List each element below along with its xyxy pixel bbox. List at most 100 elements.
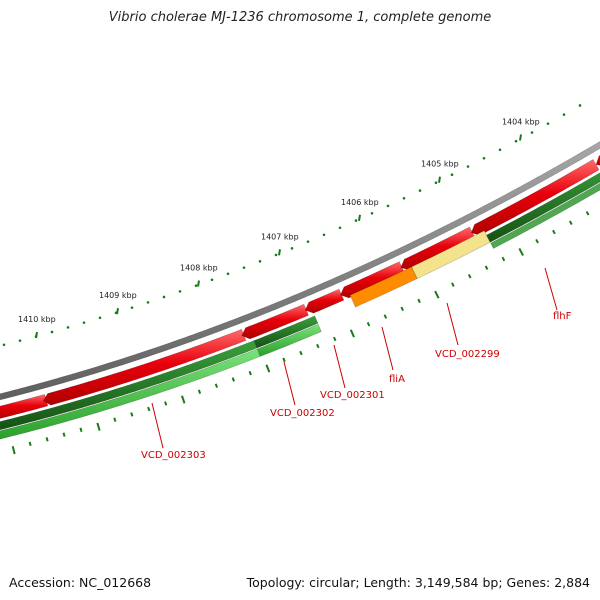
outer-scale-dot bbox=[274, 253, 278, 257]
gene-label-1: VCD_002299 bbox=[435, 349, 500, 360]
outer-scale-dot bbox=[466, 165, 470, 168]
outer-scale-dot bbox=[418, 189, 422, 192]
scale-label: 1410 kbp bbox=[18, 315, 56, 324]
gene-label-5: VCD_002303 bbox=[141, 450, 206, 461]
inner-scale-tick bbox=[180, 395, 186, 404]
outer-scale-dot bbox=[370, 212, 374, 215]
outer-scale-dot bbox=[546, 122, 550, 125]
outer-major-tick bbox=[358, 214, 361, 221]
outer-scale-dot bbox=[18, 339, 22, 342]
cds-forward-4 bbox=[304, 288, 345, 314]
inner-scale-tick bbox=[96, 422, 101, 431]
inner-scale-tick bbox=[585, 211, 590, 216]
scale-label: 1404 kbp bbox=[502, 118, 540, 127]
inner-scale-tick bbox=[434, 290, 440, 299]
scale-label: 1409 kbp bbox=[99, 291, 137, 300]
inner-scale-tick bbox=[164, 401, 168, 406]
inner-scale-tick bbox=[501, 256, 506, 262]
outer-scale-dot bbox=[146, 301, 150, 304]
outer-scale-dot bbox=[498, 148, 502, 152]
inner-scale-tick bbox=[518, 247, 524, 256]
scale-label: 1408 kbp bbox=[180, 264, 218, 273]
gene-leader-line bbox=[381, 326, 394, 371]
outer-scale-dot bbox=[386, 204, 390, 208]
inner-scale-tick bbox=[316, 343, 320, 349]
inner-scale-tick bbox=[417, 298, 421, 304]
outer-scale-dot bbox=[242, 266, 246, 269]
inner-scale-tick bbox=[231, 377, 235, 382]
gene-flhf-light bbox=[490, 182, 600, 249]
outer-major-tick bbox=[35, 331, 38, 339]
outer-scale-dot bbox=[306, 240, 310, 243]
outer-scale-dot bbox=[178, 290, 182, 293]
gene-label-2: fliA bbox=[389, 374, 405, 385]
inner-scale-tick bbox=[62, 432, 66, 437]
outer-major-tick bbox=[519, 134, 522, 141]
inner-scale-tick bbox=[130, 412, 134, 417]
inner-scale-tick bbox=[349, 329, 355, 338]
outer-major-tick bbox=[438, 176, 441, 183]
cds-forward-1 bbox=[0, 393, 49, 419]
outer-scale-dot bbox=[82, 321, 86, 324]
gene-light-2 bbox=[256, 323, 322, 357]
inner-scale-tick bbox=[11, 445, 16, 455]
inner-scale-tick bbox=[552, 229, 556, 235]
map-title: Vibrio cholerae MJ-1236 chromosome 1, co… bbox=[108, 10, 492, 25]
outer-scale-dot bbox=[450, 173, 454, 176]
inner-scale-tick bbox=[265, 364, 271, 373]
gene-label-4: VCD_002302 bbox=[270, 408, 335, 419]
outer-scale-dot bbox=[226, 272, 230, 276]
outer-scale-dot bbox=[578, 104, 582, 107]
topology-text: Topology: circular; Length: 3,149,584 bp… bbox=[246, 575, 590, 590]
outer-scale-dot bbox=[66, 326, 70, 329]
inner-scale-tick bbox=[467, 273, 472, 279]
outer-major-tick bbox=[197, 280, 200, 287]
gene-flhf-dark bbox=[486, 172, 600, 243]
outer-scale-dot bbox=[162, 295, 166, 299]
outer-major-tick bbox=[278, 249, 281, 256]
gene-label-0: flhF bbox=[553, 311, 572, 322]
gene-leader-line bbox=[283, 361, 296, 406]
inner-scale-tick bbox=[383, 314, 388, 319]
gene-dark-2 bbox=[253, 315, 319, 349]
inner-scale-tick bbox=[451, 282, 455, 287]
gene-leader-line bbox=[333, 344, 346, 389]
outer-scale-dot bbox=[98, 316, 102, 320]
outer-scale-dot bbox=[562, 113, 566, 116]
genome-backbone bbox=[0, 141, 600, 401]
inner-scale-tick bbox=[197, 389, 202, 394]
inner-scale-tick bbox=[333, 336, 337, 342]
outer-scale-dot bbox=[530, 131, 534, 134]
scale-label: 1406 kbp bbox=[341, 198, 379, 207]
inner-scale-tick bbox=[79, 427, 83, 433]
outer-major-tick bbox=[116, 308, 119, 315]
inner-scale-tick bbox=[535, 238, 539, 244]
outer-scale-dot bbox=[322, 233, 326, 237]
inner-scale-tick bbox=[366, 321, 371, 327]
inner-scale-tick bbox=[113, 417, 117, 422]
outer-scale-dot bbox=[482, 156, 486, 160]
inner-scale-tick bbox=[248, 370, 252, 376]
outer-scale-dot bbox=[514, 139, 518, 143]
outer-scale-dot bbox=[434, 181, 438, 185]
gene-leader-line bbox=[151, 402, 164, 449]
outer-scale-dot bbox=[290, 247, 294, 250]
outer-scale-dot bbox=[338, 226, 342, 230]
inner-scale-tick bbox=[568, 220, 573, 225]
cds-forward-7 bbox=[470, 159, 600, 236]
outer-scale-dot bbox=[130, 306, 134, 309]
outer-scale-dot bbox=[402, 196, 406, 200]
inner-scale-tick bbox=[147, 406, 151, 412]
outer-scale-dot bbox=[194, 284, 198, 287]
cds-forward-3 bbox=[241, 303, 309, 340]
inner-scale-tick bbox=[214, 383, 219, 388]
cds-forward-2 bbox=[42, 328, 247, 406]
outer-scale-dot bbox=[2, 343, 6, 347]
outer-scale-dot bbox=[258, 260, 262, 263]
inner-scale-tick bbox=[299, 350, 303, 356]
gene-label-3: VCD_002301 bbox=[320, 390, 385, 401]
inner-scale-tick bbox=[45, 437, 49, 442]
cds-forward-8 bbox=[595, 155, 600, 166]
inner-scale-tick bbox=[400, 306, 404, 312]
